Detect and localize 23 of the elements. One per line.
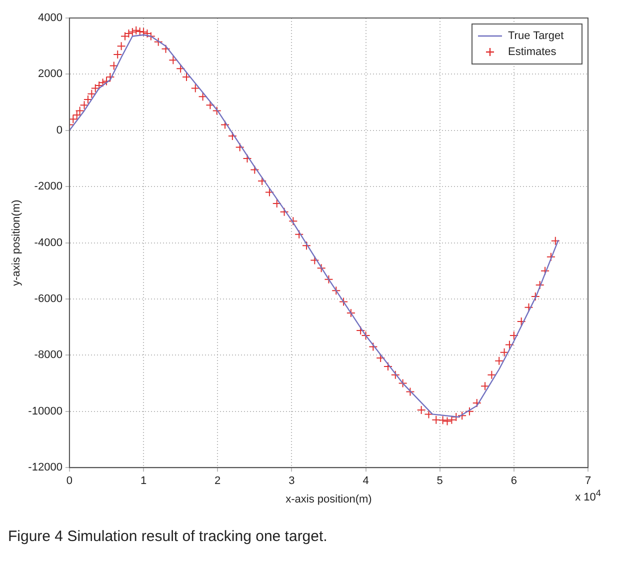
caption: Figure 4 Simulation result of tracking one target. bbox=[8, 528, 328, 545]
y-tick-label: 0 bbox=[56, 124, 62, 136]
x-tick-label: 6 bbox=[510, 475, 517, 488]
x-tick-label: 4 bbox=[362, 475, 369, 488]
x-tick-label: 3 bbox=[288, 475, 295, 488]
x-tick-label: 7 bbox=[584, 475, 592, 488]
x-tick-label: 5 bbox=[436, 475, 443, 488]
x-tick-label: 1 bbox=[140, 475, 147, 488]
y-tick-label: 4000 bbox=[38, 12, 62, 24]
text: x 10$^{4}$ bbox=[575, 488, 601, 504]
x-tick-label: 0 bbox=[66, 475, 73, 488]
legend-label: True Target bbox=[508, 30, 564, 42]
y-tick-label: -12000 bbox=[28, 462, 62, 474]
y-tick-label: -4000 bbox=[34, 236, 62, 249]
y-tick-label: -8000 bbox=[34, 349, 62, 362]
x-axis-title: x-axis position(m) bbox=[286, 493, 372, 506]
y-axis-title: y-axis position(m) bbox=[10, 200, 23, 286]
y-tick-label: -10000 bbox=[28, 405, 62, 418]
y-tick-label: -2000 bbox=[34, 180, 62, 193]
x-tick-label: 2 bbox=[214, 475, 221, 488]
y-tick-label: 2000 bbox=[38, 68, 62, 80]
y-tick-label: -6000 bbox=[34, 293, 62, 306]
legend-label: Estimates bbox=[508, 46, 557, 58]
